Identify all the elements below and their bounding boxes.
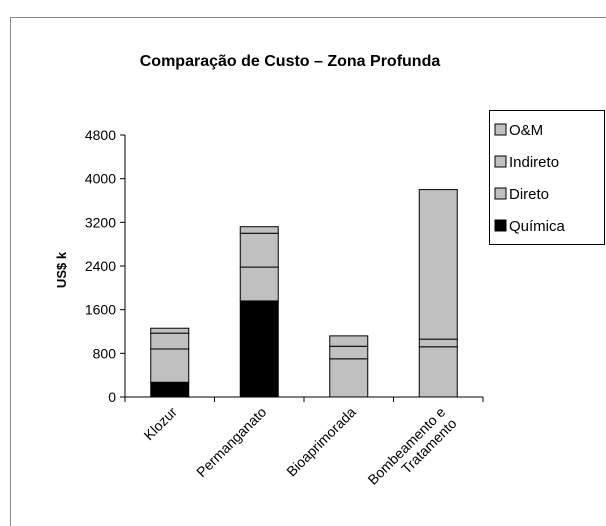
y-tick-label: 800 bbox=[93, 345, 117, 361]
bar-segment bbox=[418, 189, 458, 340]
legend-box bbox=[489, 110, 605, 245]
bar-segment bbox=[239, 300, 279, 398]
y-tick-label: 4000 bbox=[85, 171, 116, 187]
bar-segment bbox=[418, 346, 458, 398]
bar-segment bbox=[418, 338, 458, 348]
bar-segment bbox=[329, 335, 369, 347]
legend-swatch bbox=[494, 155, 507, 168]
bar-segment bbox=[239, 232, 279, 268]
bar-segment bbox=[239, 226, 279, 234]
legend-label: Química bbox=[509, 218, 566, 235]
legend-swatch bbox=[494, 123, 507, 136]
legend-label: O&M bbox=[509, 122, 543, 139]
y-tick-label: 3200 bbox=[85, 214, 116, 230]
y-tick-label: 4800 bbox=[85, 127, 116, 143]
bar-segment bbox=[150, 327, 190, 334]
bar-segment bbox=[150, 332, 190, 350]
y-tick-label: 1600 bbox=[85, 302, 116, 318]
bar-segment bbox=[239, 266, 279, 302]
bar-segment bbox=[329, 358, 369, 398]
bar-segment bbox=[150, 348, 190, 383]
legend-swatch bbox=[494, 219, 507, 232]
legend-label: Direto bbox=[509, 186, 549, 203]
y-axis-label: US$ k bbox=[54, 251, 69, 288]
chart-frame bbox=[10, 17, 606, 526]
y-tick-label: 2400 bbox=[85, 258, 116, 274]
bar-segment bbox=[329, 345, 369, 360]
legend-label: Indireto bbox=[509, 154, 559, 171]
y-tick-label: 0 bbox=[108, 389, 116, 405]
bar-segment bbox=[150, 381, 190, 398]
chart-title: Comparação de Custo – Zona Profunda bbox=[140, 53, 441, 70]
legend-swatch bbox=[494, 187, 507, 200]
